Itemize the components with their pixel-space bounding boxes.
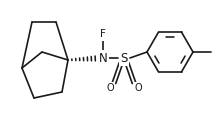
- Text: O: O: [134, 83, 142, 93]
- Text: O: O: [106, 83, 114, 93]
- Text: N: N: [99, 51, 107, 64]
- Text: F: F: [100, 29, 106, 39]
- Text: S: S: [120, 51, 128, 64]
